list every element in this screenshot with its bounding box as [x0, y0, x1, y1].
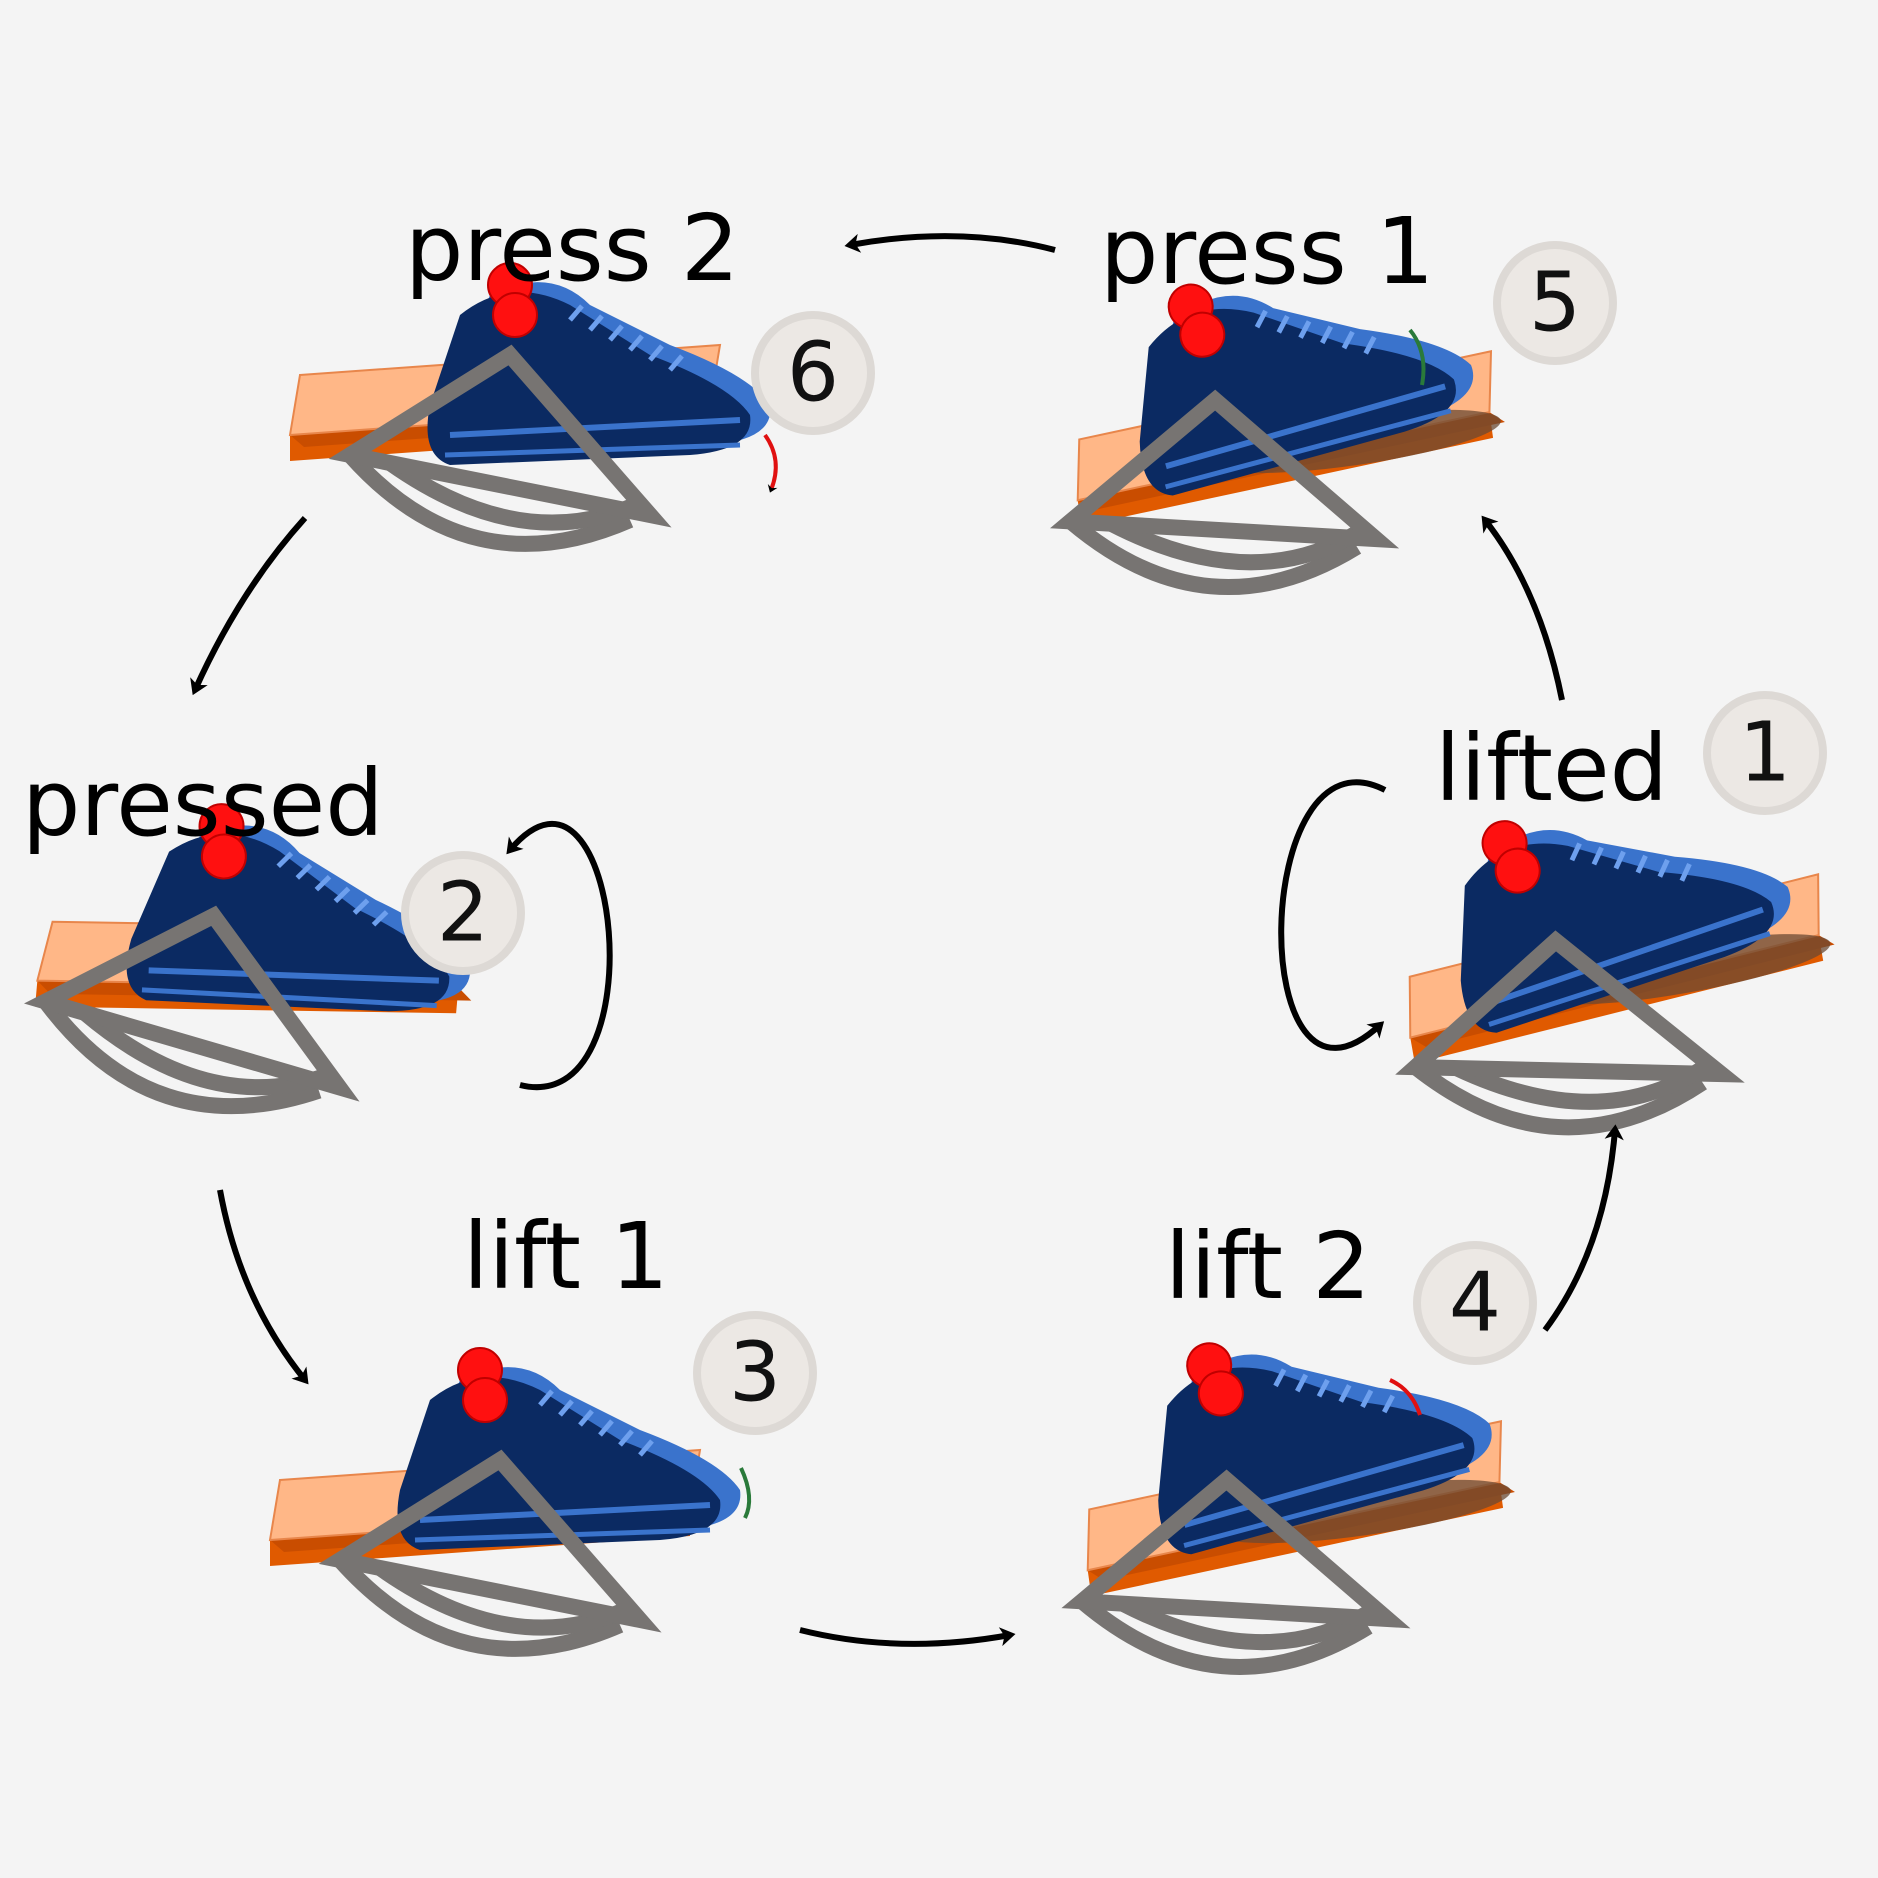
arrow-pressed-self-loop	[506, 820, 613, 1091]
press-2-direction-arrow	[763, 433, 778, 493]
lift-2-label: lift 2	[1165, 1213, 1371, 1320]
pressed-label: pressed	[22, 750, 384, 857]
lift-1-device	[269, 1348, 752, 1649]
lifted-label: lifted	[1435, 715, 1668, 822]
lift-2-device	[1046, 1281, 1523, 1689]
arrow-press2-to-pressed	[190, 515, 308, 696]
press-1-step-badge	[1493, 241, 1617, 365]
press-2-device	[289, 263, 778, 544]
stage-lift-2: lift 2 4	[1046, 1213, 1537, 1689]
arrow-press1-to-press2	[844, 233, 1056, 253]
stage-lift-1: lift 1 3	[269, 1203, 817, 1649]
arrow-pressed-to-lift1	[217, 1189, 309, 1385]
lift-1-step-number: 3	[729, 1326, 781, 1421]
press-2-step-badge	[751, 311, 875, 435]
arrow-lifted-to-press1	[1481, 515, 1565, 701]
arrow-lifted-self-loop	[1278, 779, 1387, 1051]
press-2-label: press 2	[405, 195, 739, 302]
lift-2-direction-arrow	[1389, 1378, 1422, 1416]
stage-press-1: press 1 5	[1037, 198, 1617, 609]
arrow-lift1-to-lift2	[799, 1627, 1016, 1647]
stage-pressed: pressed 2	[22, 750, 525, 1127]
lift-2-step-badge	[1413, 1241, 1537, 1365]
press-1-device	[1037, 221, 1513, 609]
pressed-step-number: 2	[437, 866, 489, 961]
lifted-step-badge	[1703, 691, 1827, 815]
press-1-direction-arrow	[1408, 328, 1426, 386]
press-2-step-number: 6	[787, 326, 839, 421]
lift-1-direction-arrow	[739, 1467, 752, 1519]
lift-1-label: lift 1	[463, 1203, 669, 1310]
pressed-step-badge	[401, 851, 525, 975]
lift-1-step-badge	[693, 1311, 817, 1435]
lift-1-shoe	[398, 1348, 741, 1550]
arrow-lift2-to-lifted	[1542, 1124, 1624, 1332]
press-1-label: press 1	[1100, 198, 1434, 305]
press-1-step-number: 5	[1529, 256, 1581, 351]
lift-2-step-number: 4	[1449, 1256, 1501, 1351]
stage-press-2: press 2 6	[289, 195, 875, 544]
lifted-step-number: 1	[1739, 706, 1791, 801]
flow-arrows	[190, 233, 1624, 1647]
stage-lifted: lifted 1	[1371, 691, 1844, 1155]
